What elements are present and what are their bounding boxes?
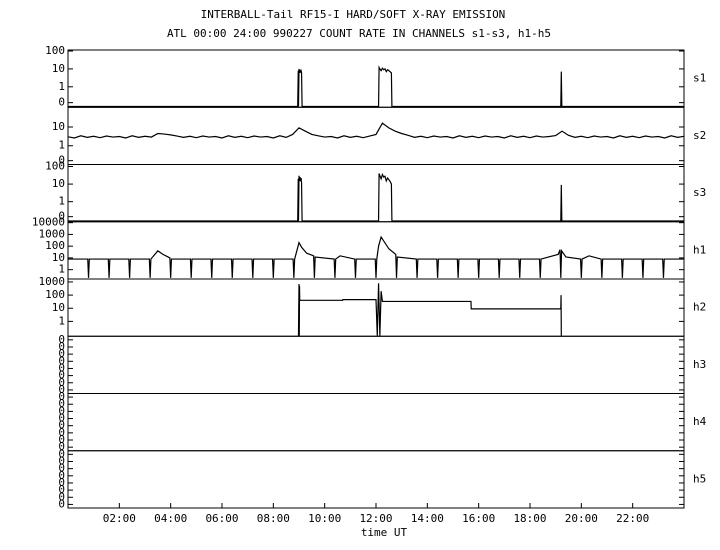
y-tick-label: 0 <box>58 361 65 374</box>
y-tick-label: 0 <box>58 397 65 410</box>
panel-label: h4 <box>693 415 707 428</box>
x-tick-label: 18:00 <box>513 512 546 525</box>
chart-subtitle: ATL 00:00 24:00 990227 COUNT RATE IN CHA… <box>167 27 551 40</box>
y-tick-label: 0 <box>58 440 65 453</box>
y-tick-label: 0 <box>58 340 65 353</box>
x-tick-label: 20:00 <box>565 512 598 525</box>
panel-frame <box>67 335 685 394</box>
y-tick-label: 10 <box>52 120 65 133</box>
data-line <box>297 283 562 336</box>
y-tick-label: 0 <box>58 96 65 109</box>
y-tick-label: 0 <box>58 483 65 496</box>
x-tick-label: 14:00 <box>411 512 444 525</box>
y-tick-label: 0 <box>58 333 65 346</box>
y-tick-label: 100 <box>45 160 65 173</box>
y-tick-label: 0 <box>58 376 65 389</box>
y-tick-label: 0 <box>58 347 65 360</box>
panel-frame <box>67 450 685 509</box>
y-tick-label: 0 <box>58 454 65 467</box>
y-tick-label: 0 <box>58 210 65 223</box>
y-tick-label: 0 <box>58 404 65 417</box>
y-tick-label: 1 <box>58 314 65 327</box>
y-tick-label: 0 <box>58 497 65 510</box>
y-tick-label: 0 <box>58 419 65 432</box>
y-tick-label: 1 <box>58 195 65 208</box>
y-tick-label: 0 <box>58 412 65 425</box>
y-tick-label: 0 <box>58 369 65 382</box>
x-tick-label: 06:00 <box>205 512 238 525</box>
y-tick-label: 10 <box>52 62 65 75</box>
y-tick-label: 1000 <box>39 227 66 240</box>
y-tick-label: 0 <box>58 469 65 482</box>
y-tick-label: 100 <box>45 44 65 57</box>
y-tick-label: 10 <box>52 301 65 314</box>
y-tick-label: 100 <box>45 288 65 301</box>
x-tick-label: 02:00 <box>103 512 136 525</box>
y-tick-label: 0 <box>58 426 65 439</box>
y-tick-label: 1 <box>58 80 65 93</box>
x-tick-label: 04:00 <box>154 512 187 525</box>
data-line <box>68 122 684 139</box>
x-tick-label: 10:00 <box>308 512 341 525</box>
panel-label: h5 <box>693 472 706 485</box>
y-tick-label: 0 <box>58 476 65 489</box>
x-tick-label: 08:00 <box>257 512 290 525</box>
y-tick-label: 1 <box>58 139 65 152</box>
panel-frame <box>67 393 685 452</box>
panel-label: h3 <box>693 358 706 371</box>
x-tick-label: 22:00 <box>616 512 649 525</box>
y-tick-label: 10 <box>52 177 65 190</box>
panel-frame <box>67 106 685 165</box>
panel-label: s3 <box>693 186 706 199</box>
y-tick-label: 0 <box>58 390 65 403</box>
y-tick-label: 0 <box>58 383 65 396</box>
panel-label: h1 <box>693 243 706 256</box>
y-tick-label: 0 <box>58 154 65 167</box>
y-tick-label: 0 <box>58 354 65 367</box>
y-tick-label: 0 <box>58 490 65 503</box>
data-line <box>68 235 684 278</box>
y-tick-label: 100 <box>45 239 65 252</box>
data-line <box>68 172 684 222</box>
y-tick-label: 0 <box>58 462 65 475</box>
panel-label: s2 <box>693 129 706 142</box>
y-tick-label: 1 <box>58 263 65 276</box>
y-tick-label: 10000 <box>32 216 65 229</box>
y-tick-label: 1000 <box>39 275 66 288</box>
y-tick-label: 10 <box>52 251 65 264</box>
y-tick-label: 0 <box>58 447 65 460</box>
chart-title: INTERBALL-Tail RF15-I HARD/SOFT X-RAY EM… <box>201 8 506 21</box>
x-tick-label: 12:00 <box>359 512 392 525</box>
panel-frame <box>67 164 685 223</box>
x-axis-label: time UT <box>361 526 408 539</box>
y-tick-label: 0 <box>58 433 65 446</box>
data-line <box>68 65 684 108</box>
panel-frame <box>67 49 685 108</box>
panel-label: s1 <box>693 72 706 85</box>
x-tick-label: 16:00 <box>462 512 495 525</box>
panel-label: h2 <box>693 301 706 314</box>
